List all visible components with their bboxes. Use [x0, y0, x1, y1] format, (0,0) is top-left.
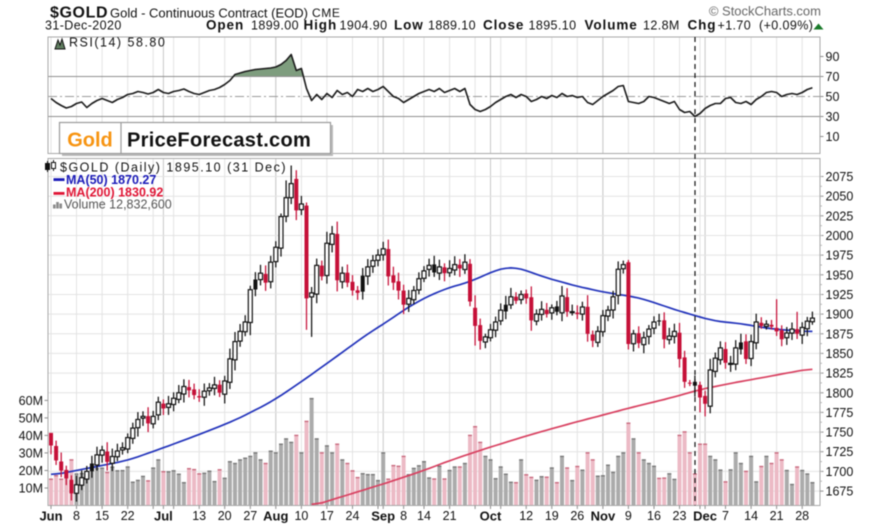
- svg-text:PriceForecast.com: PriceForecast.com: [127, 130, 311, 152]
- svg-text:Low: Low: [394, 18, 424, 33]
- svg-text:Jun: Jun: [39, 509, 62, 524]
- svg-text:19: 19: [545, 509, 559, 523]
- svg-text:16: 16: [647, 509, 661, 523]
- svg-text:(+0.09%): (+0.09%): [759, 19, 813, 33]
- svg-text:1675: 1675: [826, 485, 854, 499]
- svg-text:Close: Close: [483, 18, 524, 33]
- svg-text:20M: 20M: [19, 464, 43, 478]
- svg-text:60M: 60M: [19, 394, 43, 408]
- svg-text:8: 8: [400, 509, 407, 523]
- svg-text:40M: 40M: [19, 429, 43, 443]
- svg-text:MA(50) 1870.27: MA(50) 1870.27: [66, 173, 156, 187]
- svg-text:90: 90: [826, 50, 840, 64]
- svg-text:2000: 2000: [826, 229, 854, 243]
- svg-text:24: 24: [346, 509, 360, 523]
- svg-text:14: 14: [744, 509, 758, 523]
- svg-text:+1.70: +1.70: [718, 19, 752, 33]
- svg-text:1889.10: 1889.10: [428, 19, 476, 33]
- svg-text:12: 12: [519, 509, 533, 523]
- svg-text:CME: CME: [312, 6, 340, 20]
- svg-text:22: 22: [121, 509, 135, 523]
- svg-text:2025: 2025: [826, 209, 854, 223]
- svg-text:1895.10: 1895.10: [529, 19, 577, 33]
- svg-text:High: High: [304, 18, 338, 33]
- svg-text:Volume: Volume: [585, 18, 638, 33]
- svg-text:9: 9: [625, 509, 632, 523]
- svg-text:27: 27: [243, 509, 257, 523]
- svg-text:14: 14: [417, 509, 431, 523]
- svg-text:1904.90: 1904.90: [340, 19, 388, 33]
- svg-text:1975: 1975: [826, 249, 854, 263]
- svg-text:26: 26: [570, 509, 584, 523]
- svg-text:1925: 1925: [826, 288, 854, 302]
- svg-text:Volume 12,832,600: Volume 12,832,600: [64, 198, 172, 212]
- svg-text:21: 21: [770, 509, 784, 523]
- svg-text:1750: 1750: [826, 426, 854, 440]
- svg-text:1875: 1875: [826, 327, 854, 341]
- svg-text:10M: 10M: [19, 482, 43, 496]
- svg-text:1700: 1700: [826, 465, 854, 479]
- svg-text:1850: 1850: [826, 347, 854, 361]
- svg-text:10: 10: [294, 509, 308, 523]
- svg-text:Gold - Continuous Contract (EO: Gold - Continuous Contract (EOD): [110, 6, 308, 21]
- svg-text:Sep: Sep: [371, 509, 395, 524]
- svg-text:20: 20: [218, 509, 232, 523]
- svg-text:8: 8: [73, 509, 80, 523]
- svg-text:30: 30: [826, 110, 840, 124]
- svg-text:© StockCharts.com: © StockCharts.com: [709, 4, 821, 19]
- svg-text:Gold: Gold: [67, 130, 113, 152]
- svg-text:Open: Open: [206, 18, 244, 33]
- svg-text:50: 50: [826, 90, 840, 104]
- svg-text:1775: 1775: [826, 406, 854, 420]
- svg-text:21: 21: [443, 509, 457, 523]
- svg-text:2075: 2075: [826, 170, 854, 184]
- svg-text:23: 23: [673, 509, 687, 523]
- svg-text:1825: 1825: [826, 367, 854, 381]
- svg-text:RSI(14) 58.80: RSI(14) 58.80: [69, 36, 166, 50]
- svg-text:17: 17: [320, 509, 334, 523]
- svg-text:$GOLD (Daily) 1895.10 (31 Dec): $GOLD (Daily) 1895.10 (31 Dec): [60, 161, 287, 175]
- svg-text:2050: 2050: [826, 190, 854, 204]
- svg-text:MA(200) 1830.92: MA(200) 1830.92: [66, 185, 163, 199]
- svg-text:7: 7: [722, 509, 729, 523]
- svg-text:15: 15: [95, 509, 109, 523]
- svg-text:Chg: Chg: [688, 18, 717, 33]
- svg-text:1899.00: 1899.00: [251, 19, 299, 33]
- svg-text:30M: 30M: [19, 446, 43, 460]
- svg-text:13: 13: [192, 509, 206, 523]
- svg-text:Nov: Nov: [591, 509, 616, 524]
- svg-text:1725: 1725: [826, 445, 854, 459]
- svg-text:28: 28: [795, 509, 809, 523]
- svg-text:Oct: Oct: [480, 509, 502, 524]
- svg-text:1950: 1950: [826, 268, 854, 282]
- svg-text:12.8M: 12.8M: [643, 19, 680, 33]
- svg-text:Jul: Jul: [154, 509, 173, 524]
- svg-text:Aug: Aug: [263, 509, 288, 524]
- svg-text:1800: 1800: [826, 386, 854, 400]
- svg-text:1900: 1900: [826, 308, 854, 322]
- svg-text:10: 10: [826, 130, 840, 144]
- svg-text:70: 70: [826, 70, 840, 84]
- svg-text:Dec: Dec: [693, 509, 717, 524]
- svg-text:31-Dec-2020: 31-Dec-2020: [45, 19, 122, 33]
- svg-text:$GOLD: $GOLD: [50, 5, 108, 22]
- svg-text:50M: 50M: [19, 411, 43, 425]
